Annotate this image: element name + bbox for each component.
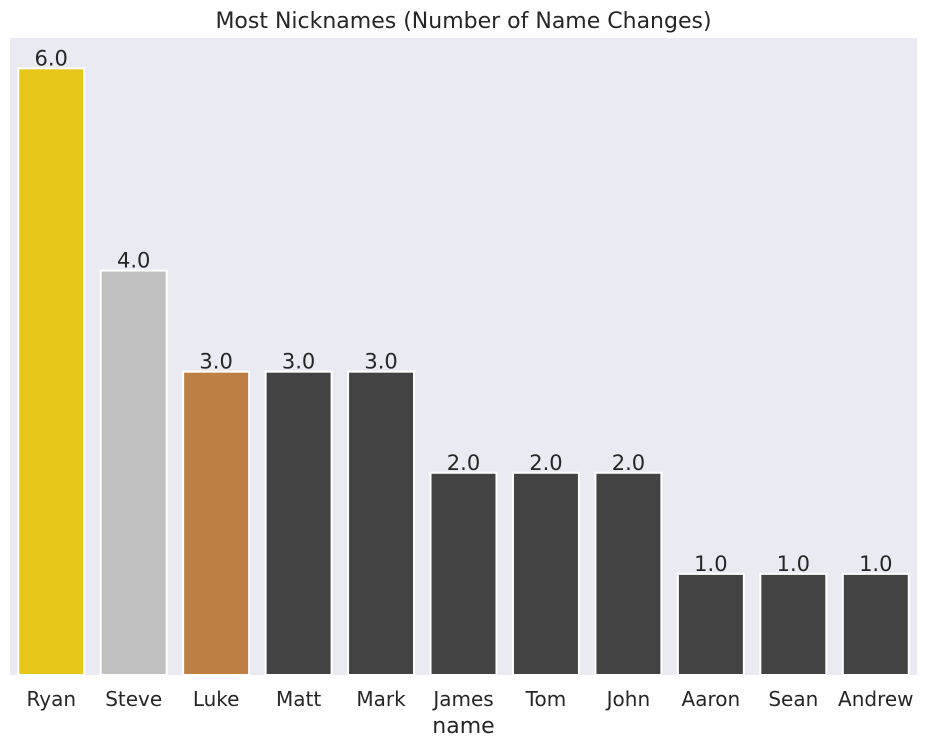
bar-tom (511, 471, 580, 676)
x-tick-label-luke: Luke (193, 687, 240, 711)
value-label-steve: 4.0 (117, 249, 150, 273)
bar-andrew (841, 572, 910, 677)
x-axis-label: name (432, 714, 494, 739)
value-label-ryan: 6.0 (35, 46, 68, 70)
x-tick-label-ryan: Ryan (26, 687, 76, 711)
value-labels-group: 6.0 4.0 3.0 3.0 3.0 2.0 2.0 2.0 1.0 1.0 1.0 (35, 46, 893, 576)
x-tick-label-tom: Tom (525, 687, 567, 711)
x-tick-label-john: John (605, 687, 651, 711)
value-label-luke: 3.0 (199, 350, 232, 374)
bar-steve (99, 269, 168, 676)
value-label-tom: 2.0 (529, 451, 562, 475)
bar-sean (759, 572, 828, 677)
x-tick-label-steve: Steve (105, 687, 162, 711)
x-tick-label-andrew: Andrew (838, 687, 914, 711)
bars-group (17, 67, 910, 677)
value-label-mark: 3.0 (364, 350, 397, 374)
value-label-james: 2.0 (447, 451, 480, 475)
bar-luke (182, 370, 251, 676)
bar-aaron (676, 572, 745, 677)
x-tick-label-sean: Sean (768, 687, 818, 711)
x-tick-label-matt: Matt (276, 687, 321, 711)
x-tick-label-mark: Mark (356, 687, 406, 711)
value-label-matt: 3.0 (282, 350, 315, 374)
x-tick-label-aaron: Aaron (682, 687, 741, 711)
value-label-sean: 1.0 (777, 552, 810, 576)
bar-matt (264, 370, 333, 676)
bar-ryan (17, 67, 86, 677)
x-tick-labels-group: Ryan Steve Luke Matt Mark James Tom John Aaron Se… (26, 687, 913, 711)
value-label-andrew: 1.0 (859, 552, 892, 576)
bar-mark (347, 370, 416, 676)
value-label-aaron: 1.0 (694, 552, 727, 576)
bar-john (594, 471, 663, 676)
x-tick-label-james: James (431, 687, 493, 711)
value-label-john: 2.0 (612, 451, 645, 475)
bar-james (429, 471, 498, 676)
chart-title: Most Nicknames (Number of Name Changes) (215, 9, 711, 34)
